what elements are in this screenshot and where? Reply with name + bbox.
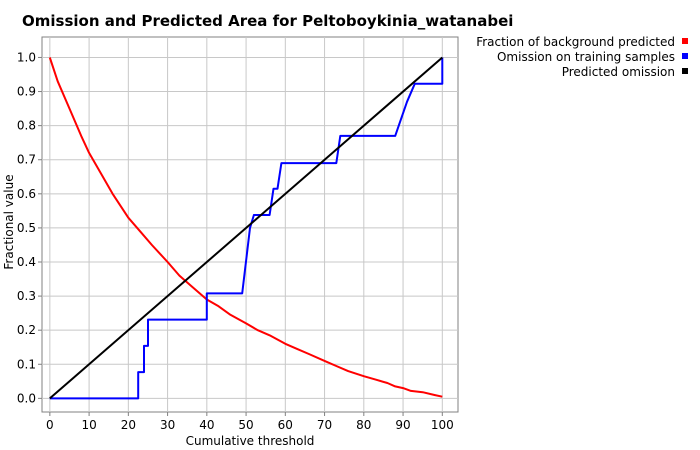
legend-item-omission-training-swatch: [682, 53, 688, 59]
x-tick-label: 40: [199, 418, 214, 432]
y-tick-label: 0.8: [17, 119, 36, 133]
training-omission-line: [49, 57, 444, 400]
y-axis-label: Fractional value: [2, 174, 16, 269]
y-tick-label: 0.0: [17, 391, 36, 405]
legend-item-predicted-omission-swatch: [682, 68, 688, 74]
legend: Fraction of background predictedOmission…: [476, 35, 688, 79]
chart-title: Omission and Predicted Area for Peltoboy…: [22, 12, 513, 30]
x-tick-label: 100: [431, 418, 454, 432]
grid-lines: [42, 37, 458, 412]
legend-item-background-label: Fraction of background predicted: [476, 35, 675, 49]
y-tick-label: 0.4: [17, 255, 36, 269]
y-tick-label: 0.7: [17, 153, 36, 167]
y-tick-label: 1.0: [17, 50, 36, 64]
y-tick-label: 0.6: [17, 187, 36, 201]
legend-item-predicted-omission-label: Predicted omission: [562, 65, 675, 79]
y-tick-label: 0.5: [17, 221, 36, 235]
y-tick-label: 0.1: [17, 357, 36, 371]
legend-item-omission-training-label: Omission on training samples: [497, 50, 675, 64]
x-tick-label: 50: [238, 418, 253, 432]
predicted-omission-line: [49, 56, 443, 400]
x-axis-label: Cumulative threshold: [186, 434, 315, 448]
x-tick-label: 10: [81, 418, 96, 432]
x-tick-label: 60: [278, 418, 293, 432]
x-axis: 0 10 20 30 40 50 60 70 80 90 100: [46, 412, 454, 432]
y-axis: 0.0 0.1 0.2 0.3 0.4 0.5 0.6 0.7 0.8 0.9 1.0: [17, 50, 42, 405]
series-group: [48, 56, 444, 400]
y-tick-label: 0.3: [17, 289, 36, 303]
y-tick-label: 0.9: [17, 85, 36, 99]
x-tick-label: 0: [46, 418, 54, 432]
y-tick-label: 0.2: [17, 323, 36, 337]
x-tick-label: 80: [356, 418, 371, 432]
legend-item-background-swatch: [682, 38, 688, 44]
x-tick-label: 20: [121, 418, 136, 432]
x-tick-label: 70: [317, 418, 332, 432]
x-tick-label: 90: [395, 418, 410, 432]
background-predicted-line: [48, 57, 443, 398]
x-tick-label: 30: [160, 418, 175, 432]
